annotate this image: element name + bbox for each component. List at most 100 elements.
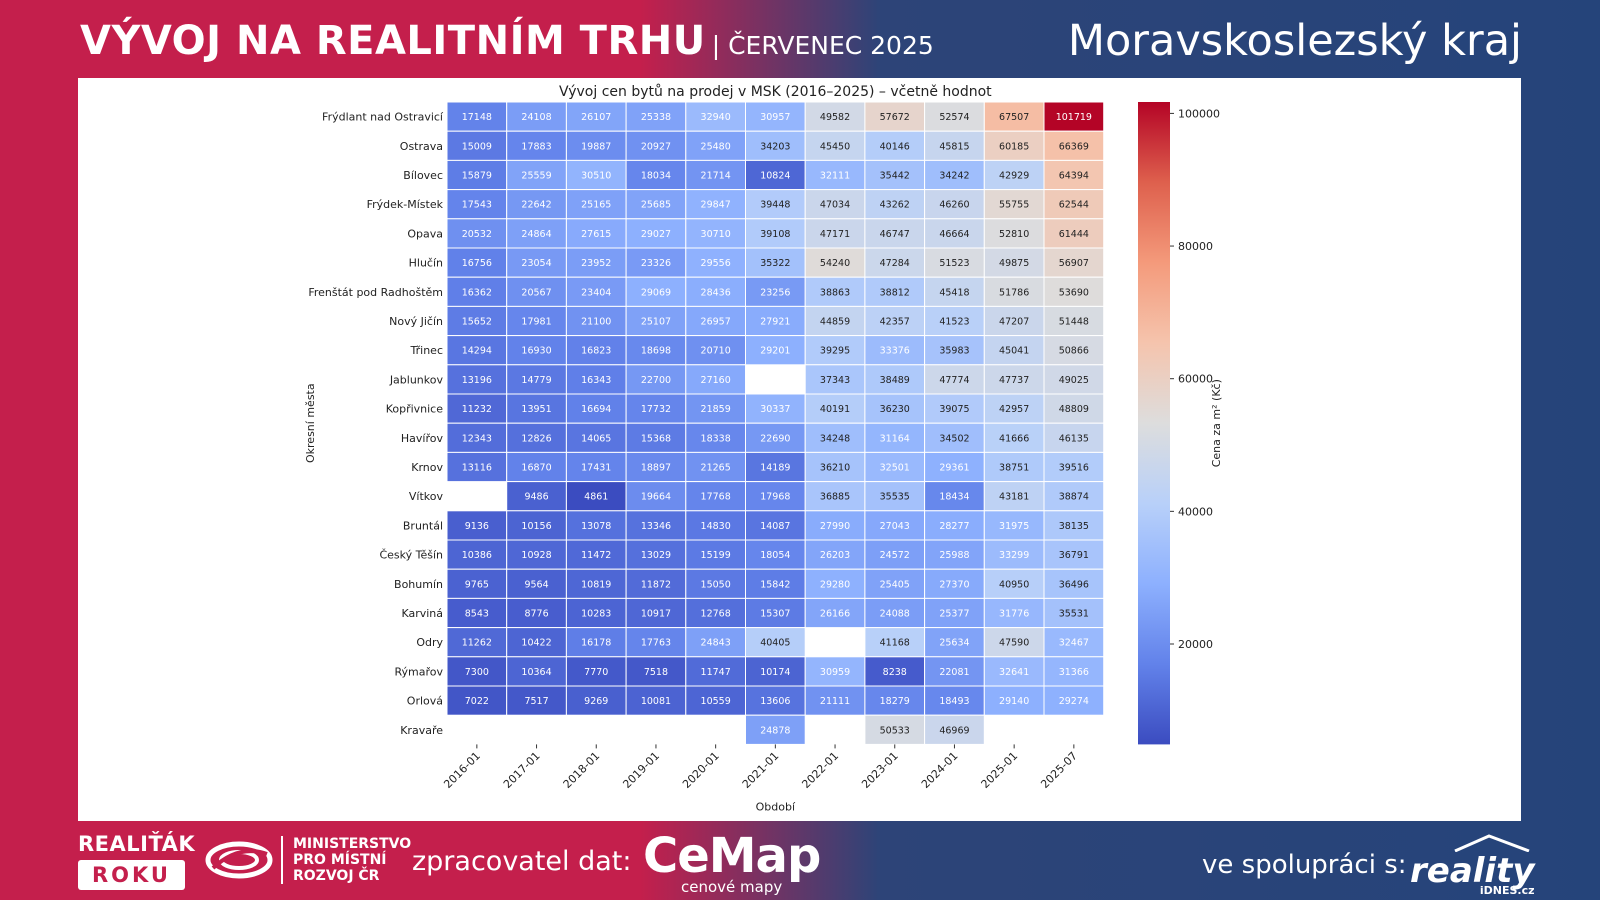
chart-panel: Vývoj cen bytů na prodej v MSK (2016–202… bbox=[78, 78, 1521, 821]
cell-value-label: 17981 bbox=[521, 317, 551, 328]
cell-value-label: 9486 bbox=[524, 492, 548, 503]
award-line2: ROKU bbox=[78, 860, 185, 890]
heatmap-cell bbox=[565, 247, 627, 278]
heatmap-cell bbox=[924, 364, 985, 395]
y-tick-label: Krnov bbox=[411, 461, 443, 474]
cell-value-label: 57672 bbox=[880, 112, 910, 123]
heatmap-cell bbox=[565, 539, 627, 570]
heatmap-cell bbox=[506, 422, 567, 453]
cell-value-label: 45815 bbox=[939, 141, 969, 152]
heatmap-cell bbox=[864, 130, 926, 161]
cell-value-label: 38863 bbox=[820, 287, 850, 298]
cell-value-label: 49875 bbox=[999, 258, 1029, 269]
cell-value-label: 34203 bbox=[760, 141, 790, 152]
cell-value-label: 36885 bbox=[820, 492, 850, 503]
cell-value-label: 17543 bbox=[462, 200, 492, 211]
heatmap-cell bbox=[506, 656, 567, 687]
cell-value-label: 46135 bbox=[1059, 433, 1089, 444]
cell-value-label: 15652 bbox=[462, 317, 492, 328]
cell-value-label: 39108 bbox=[760, 229, 790, 240]
cell-value-label: 8238 bbox=[883, 667, 907, 678]
cell-value-label: 13346 bbox=[641, 521, 671, 532]
cell-value-label: 28436 bbox=[701, 287, 731, 298]
heatmap-cell bbox=[864, 101, 926, 132]
heatmap-cell bbox=[1043, 130, 1105, 161]
y-tick-label: Frenštát pod Radhoštěm bbox=[308, 286, 443, 299]
cell-value-label: 27160 bbox=[701, 375, 731, 386]
heatmap-cell bbox=[864, 218, 926, 249]
heatmap-cell bbox=[745, 656, 806, 687]
cell-value-label: 13116 bbox=[462, 463, 492, 474]
cell-value-label: 56907 bbox=[1059, 258, 1089, 269]
heatmap-cell bbox=[745, 393, 806, 424]
cell-value-label: 47737 bbox=[999, 375, 1029, 386]
heatmap-cell bbox=[565, 159, 627, 191]
ministry-line: MINISTERSTVO bbox=[293, 836, 412, 852]
heatmap-cell bbox=[745, 451, 806, 483]
cell-value-label: 16823 bbox=[581, 346, 611, 357]
heatmap-cell bbox=[924, 685, 985, 716]
heatmap-cell bbox=[685, 189, 746, 220]
heatmap-cell bbox=[625, 247, 687, 278]
cell-value-label: 14087 bbox=[760, 521, 790, 532]
cell-value-label: 9765 bbox=[465, 579, 489, 590]
y-tick-label: Český Těšín bbox=[379, 549, 443, 562]
cell-value-label: 29280 bbox=[820, 579, 850, 590]
cell-value-label: 20567 bbox=[521, 287, 551, 298]
heatmap-cell bbox=[625, 364, 687, 395]
cell-value-label: 12768 bbox=[701, 609, 731, 620]
heatmap-cell bbox=[506, 568, 567, 599]
cell-value-label: 10422 bbox=[521, 638, 551, 649]
cell-value-label: 10283 bbox=[581, 609, 611, 620]
heatmap-cell bbox=[446, 364, 508, 395]
cell-value-label: 21265 bbox=[701, 463, 731, 474]
y-tick-label: Opava bbox=[407, 227, 443, 240]
cell-value-label: 32467 bbox=[1059, 638, 1089, 649]
heatmap-cell bbox=[804, 510, 866, 541]
heatmap-cell bbox=[745, 685, 806, 716]
heatmap-cell bbox=[685, 218, 746, 249]
house-roof-icon bbox=[1453, 834, 1530, 852]
cell-value-label: 29847 bbox=[701, 200, 731, 211]
cell-value-label: 8776 bbox=[524, 609, 548, 620]
cell-value-label: 35983 bbox=[939, 346, 969, 357]
cell-value-label: 12343 bbox=[462, 433, 492, 444]
region-name: Moravskoslezský kraj bbox=[1067, 16, 1522, 66]
cell-value-label: 16178 bbox=[581, 638, 611, 649]
heatmap-cell bbox=[983, 101, 1045, 132]
heatmap-cell bbox=[625, 305, 687, 337]
heatmap-cell bbox=[506, 276, 567, 307]
y-tick-label: Jablunkov bbox=[389, 373, 444, 386]
award-logo: REALIŤÁK ROKU bbox=[78, 832, 195, 890]
cell-value-label: 23256 bbox=[760, 287, 790, 298]
cell-value-label: 22700 bbox=[641, 375, 671, 386]
title-period: | ČERVENEC 2025 bbox=[711, 31, 934, 60]
cell-value-label: 25165 bbox=[581, 200, 611, 211]
x-tick-label: 2021-01 bbox=[740, 749, 782, 791]
cell-value-label: 42357 bbox=[880, 317, 910, 328]
cell-value-label: 49582 bbox=[820, 112, 850, 123]
cell-value-label: 50866 bbox=[1059, 346, 1089, 357]
cell-value-label: 25405 bbox=[880, 579, 910, 590]
x-tick-label: 2025-01 bbox=[979, 749, 1021, 791]
cell-value-label: 8543 bbox=[465, 609, 489, 620]
heatmap-cell bbox=[506, 451, 567, 483]
page-title: VÝVOJ NA REALITNÍM TRHU | ČERVENEC 2025 bbox=[80, 18, 934, 64]
cell-value-label: 33376 bbox=[880, 346, 910, 357]
cell-value-label: 32641 bbox=[999, 667, 1029, 678]
cell-value-label: 39448 bbox=[760, 200, 790, 211]
x-tick-label: 2020-01 bbox=[680, 749, 722, 791]
cell-value-label: 38751 bbox=[999, 463, 1029, 474]
cell-value-label: 11232 bbox=[462, 404, 492, 415]
cell-value-label: 66369 bbox=[1059, 141, 1089, 152]
cell-value-label: 15842 bbox=[760, 579, 790, 590]
y-tick-label: Frýdlant nad Ostravicí bbox=[322, 111, 444, 124]
cell-value-label: 22690 bbox=[760, 433, 790, 444]
heatmap-cell bbox=[446, 568, 508, 599]
cell-value-label: 30510 bbox=[581, 171, 611, 182]
cell-value-label: 20927 bbox=[641, 141, 671, 152]
heatmap-cell bbox=[804, 422, 866, 453]
cell-value-label: 33299 bbox=[999, 550, 1029, 561]
cell-value-label: 9269 bbox=[584, 696, 608, 707]
cell-value-label: 45418 bbox=[939, 287, 969, 298]
